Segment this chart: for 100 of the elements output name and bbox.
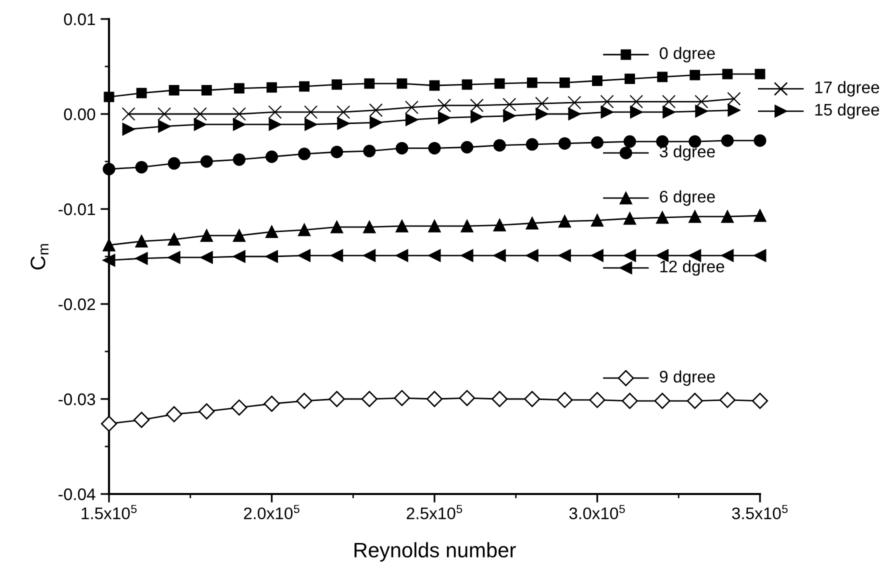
- point: [168, 85, 180, 96]
- point: [656, 211, 669, 224]
- point: [458, 390, 476, 406]
- point: [268, 118, 282, 131]
- point: [369, 103, 383, 118]
- point: [328, 390, 345, 408]
- point: [494, 78, 505, 89]
- point: [194, 118, 206, 131]
- point: [728, 104, 740, 116]
- point: [168, 157, 180, 170]
- x-axis-title: Reynolds number: [354, 542, 516, 562]
- point: [332, 79, 342, 90]
- point: [437, 98, 452, 112]
- point: [166, 406, 182, 422]
- point: [662, 106, 676, 118]
- point: [470, 98, 484, 112]
- point: [727, 92, 741, 106]
- point: [526, 138, 538, 151]
- point: [721, 134, 734, 147]
- point: [654, 392, 670, 409]
- point: [686, 392, 703, 409]
- point: [591, 214, 604, 227]
- point: [102, 238, 116, 252]
- x-tick-label: 3.0x10$^{5}$: [569, 504, 625, 520]
- point: [690, 70, 700, 80]
- point: [232, 118, 246, 131]
- point: [104, 92, 114, 102]
- point: [405, 113, 418, 126]
- point: [592, 76, 602, 86]
- point: [719, 392, 736, 408]
- point: [232, 250, 246, 263]
- point: [624, 212, 636, 225]
- x-tick-label: 1.5x10$^{5}$: [82, 504, 137, 520]
- point: [363, 144, 376, 158]
- point: [232, 107, 246, 121]
- point: [122, 122, 135, 136]
- point: [754, 68, 766, 80]
- point: [304, 105, 318, 119]
- y-tick-label: -0.02: [58, 298, 95, 310]
- point: [296, 392, 312, 409]
- legend-label: 12 dgree: [660, 260, 724, 276]
- point: [200, 229, 213, 242]
- point: [298, 224, 311, 236]
- point: [526, 217, 538, 230]
- point: [624, 249, 636, 262]
- point: [462, 79, 472, 90]
- point: [695, 104, 708, 118]
- point: [722, 68, 733, 80]
- point: [600, 94, 614, 108]
- point: [526, 77, 538, 88]
- point: [493, 218, 506, 232]
- point: [622, 392, 638, 409]
- point: [396, 142, 408, 154]
- point: [600, 106, 614, 118]
- point: [133, 412, 150, 428]
- legend-label: 17 dgree: [815, 81, 880, 97]
- point: [234, 83, 244, 94]
- point: [396, 220, 408, 232]
- point: [536, 108, 548, 120]
- point: [460, 141, 474, 154]
- legend-label: 15 dgree: [815, 103, 880, 119]
- y-tick-label: 0.01: [64, 13, 95, 26]
- point: [268, 105, 282, 119]
- point: [200, 251, 213, 264]
- point: [370, 116, 382, 129]
- point: [492, 390, 508, 408]
- legend-label: 6 dgree: [660, 190, 715, 206]
- point: [396, 78, 408, 89]
- point: [694, 94, 708, 108]
- point: [470, 110, 484, 124]
- point: [361, 390, 378, 408]
- point: [662, 94, 676, 108]
- point: [559, 77, 570, 88]
- y-tick-label: -0.04: [58, 488, 96, 500]
- point: [136, 88, 147, 98]
- point: [304, 118, 318, 131]
- point: [168, 233, 180, 246]
- point: [656, 249, 669, 262]
- x-tick-label: 2.5x10$^{5}$: [406, 504, 462, 520]
- point: [363, 220, 376, 234]
- x-tick-label: 2.0x10$^{5}$: [244, 504, 300, 520]
- point: [396, 249, 408, 262]
- point: [589, 392, 606, 408]
- point: [428, 220, 441, 232]
- point: [558, 249, 571, 262]
- point: [232, 229, 246, 242]
- point: [721, 210, 734, 223]
- y-tick-label: 0.00: [64, 108, 96, 120]
- point: [266, 250, 278, 263]
- point: [232, 153, 246, 166]
- point: [688, 210, 702, 223]
- point: [429, 80, 440, 91]
- legend-label: 0 dgree: [660, 46, 715, 62]
- point: [493, 249, 506, 262]
- point: [624, 135, 636, 148]
- point: [330, 220, 344, 234]
- point: [200, 155, 213, 168]
- point: [754, 249, 766, 262]
- legend-label: 9 dgree: [660, 370, 715, 386]
- point: [102, 162, 116, 176]
